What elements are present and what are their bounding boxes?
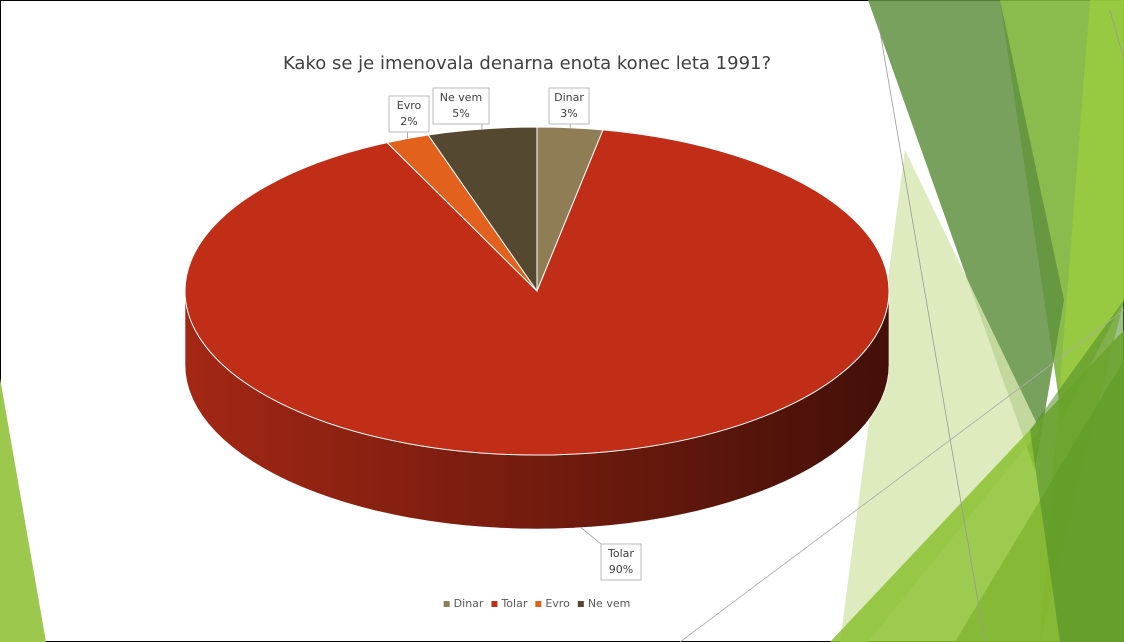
data-label-value: 5% (452, 107, 469, 120)
data-label-category: Evro (397, 99, 422, 112)
legend-swatch (444, 601, 450, 607)
legend-label: Ne vem (588, 597, 631, 610)
legend-swatch (535, 601, 541, 607)
legend-label: Tolar (500, 597, 527, 610)
slide: Kako se je imenovala denarna enota konec… (0, 0, 1124, 642)
legend-swatch (578, 601, 584, 607)
legend-label: Evro (545, 597, 570, 610)
legend-label: Dinar (454, 597, 484, 610)
chart-title: Kako se je imenovala denarna enota konec… (283, 53, 771, 74)
data-label-category: Ne vem (440, 91, 483, 104)
data-label-category: Dinar (554, 91, 584, 104)
data-label-value: 90% (609, 563, 633, 576)
data-label-value: 3% (560, 107, 577, 120)
legend-swatch (491, 601, 497, 607)
data-label-value: 2% (400, 115, 417, 128)
data-label-category: Tolar (607, 547, 634, 560)
